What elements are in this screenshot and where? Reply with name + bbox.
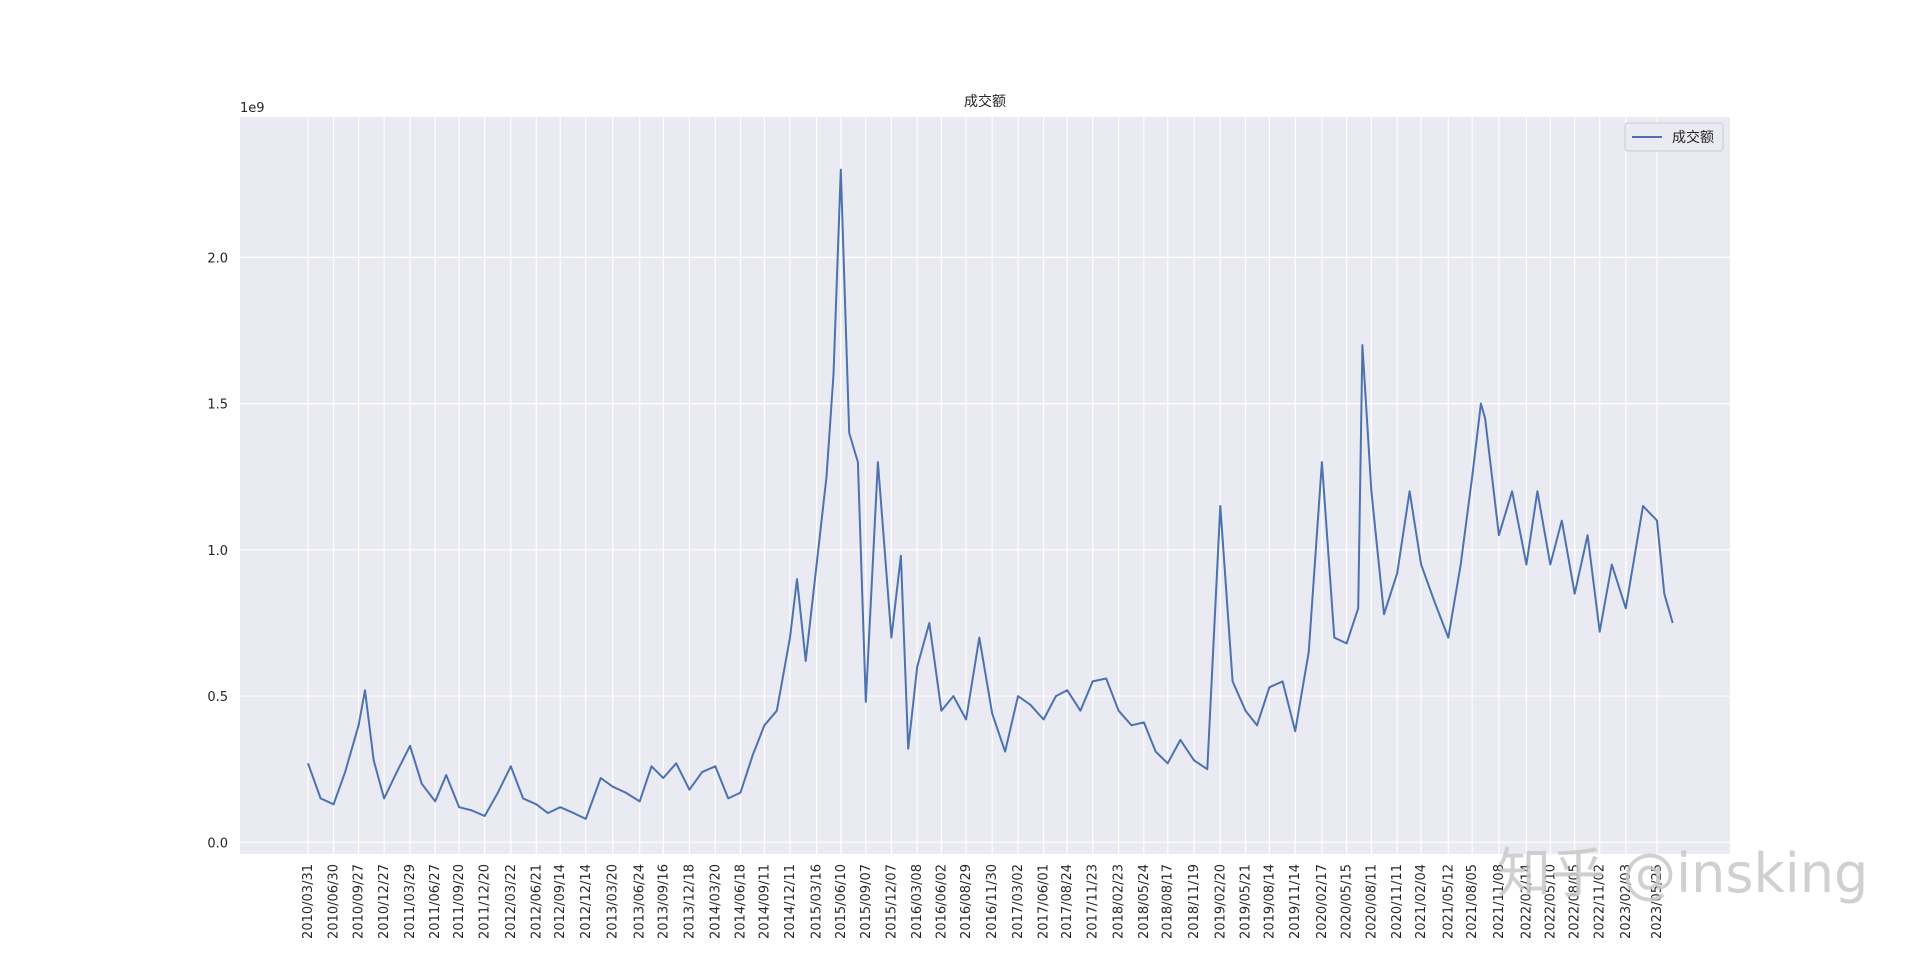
x-tick-label: 2010/03/31 xyxy=(301,864,316,939)
x-tick-label: 2016/03/08 xyxy=(910,864,925,939)
x-tick-label: 2013/03/20 xyxy=(606,864,621,939)
x-tick-label: 2015/12/07 xyxy=(884,864,899,939)
x-tick-label: 2020/11/11 xyxy=(1390,864,1405,939)
x-tick-label: 2014/06/18 xyxy=(734,864,749,939)
y-tick-label: 1.5 xyxy=(207,398,228,413)
x-gridlines xyxy=(307,117,1658,854)
x-tick-label: 2020/02/17 xyxy=(1315,864,1330,939)
y-gridlines xyxy=(240,256,1730,843)
x-tick-label: 2017/06/01 xyxy=(1037,864,1052,939)
x-tick-label: 2021/02/04 xyxy=(1414,864,1429,939)
x-tick-label: 2019/02/20 xyxy=(1213,864,1228,939)
x-tick-label: 2017/03/02 xyxy=(1011,864,1026,939)
x-tick-label: 2014/09/11 xyxy=(757,864,772,939)
x-tick-label: 2012/09/14 xyxy=(553,864,568,939)
x-tick-label: 2018/08/17 xyxy=(1161,864,1176,939)
x-tick-label: 2013/09/16 xyxy=(656,864,671,939)
y-tick-label: 1.0 xyxy=(207,544,228,559)
x-tick-label: 2017/08/24 xyxy=(1060,864,1075,939)
series-line xyxy=(307,168,1674,820)
x-tick-label: 2020/05/15 xyxy=(1340,864,1355,939)
x-tick-label: 2022/05/10 xyxy=(1543,864,1558,939)
y-tick-label: 2.0 xyxy=(207,251,228,266)
x-tick-label: 2015/06/10 xyxy=(834,864,849,939)
x-tick-label: 2010/06/30 xyxy=(327,864,342,939)
x-tick-label: 2016/11/30 xyxy=(985,864,1000,939)
x-tick-label: 2018/05/24 xyxy=(1137,864,1152,939)
x-tick-label: 2021/11/08 xyxy=(1492,864,1507,939)
legend-box xyxy=(1624,122,1724,152)
legend: 成交额 xyxy=(1624,122,1724,152)
x-tick-label: 2023/02/03 xyxy=(1619,864,1634,939)
x-tick-label: 2010/09/27 xyxy=(352,864,367,939)
y-tick-label: 0.0 xyxy=(207,836,228,851)
y-tick-labels: 0.0 0.5 1.0 1.5 2.0 xyxy=(207,251,228,851)
x-tick-label: 2019/08/14 xyxy=(1262,864,1277,939)
x-tick-label: 2011/09/20 xyxy=(452,864,467,939)
plot-area xyxy=(240,117,1730,854)
legend-label: 成交额 xyxy=(1672,129,1714,146)
x-tick-label: 2018/02/23 xyxy=(1112,864,1127,939)
x-tick-labels: 2010/03/31 2010/06/30 2010/09/27 2010/12/27… xyxy=(301,864,1665,939)
y-tick-label: 0.5 xyxy=(207,690,228,705)
y-offset-label: 1e9 xyxy=(240,101,265,116)
x-tick-label: 2017/11/23 xyxy=(1086,864,1101,939)
x-tick-label: 2022/08/05 xyxy=(1568,864,1583,939)
x-tick-label: 2014/12/11 xyxy=(783,864,798,939)
x-tick-label: 2018/11/19 xyxy=(1187,864,1202,939)
x-tick-label: 2019/11/14 xyxy=(1288,864,1303,939)
x-tick-label: 2016/06/02 xyxy=(934,864,949,939)
x-tick-label: 2016/08/29 xyxy=(959,864,974,939)
x-tick-label: 2014/03/20 xyxy=(708,864,723,939)
x-tick-label: 2015/03/16 xyxy=(810,864,825,939)
watermark: 知乎 @insking xyxy=(1497,842,1868,905)
x-tick-label: 2019/05/21 xyxy=(1239,864,1254,939)
chart-title: 成交额 xyxy=(964,93,1006,110)
x-tick-label: 2011/03/29 xyxy=(403,864,418,939)
x-tick-label: 2013/12/18 xyxy=(682,864,697,939)
x-tick-label: 2012/03/22 xyxy=(504,864,519,939)
x-tick-label: 2015/09/07 xyxy=(859,864,874,939)
x-tick-label: 2010/12/27 xyxy=(377,864,392,939)
x-tick-label: 2021/08/05 xyxy=(1465,864,1480,939)
x-tick-label: 2013/06/24 xyxy=(633,864,648,939)
series-layer xyxy=(307,168,1674,820)
x-tick-label: 2023/05/25 xyxy=(1650,864,1665,939)
x-tick-label: 2020/08/11 xyxy=(1364,864,1379,939)
x-tick-label: 2022/02/14 xyxy=(1519,864,1534,939)
x-tick-label: 2012/06/21 xyxy=(529,864,544,939)
x-tick-label: 2012/12/14 xyxy=(579,864,594,939)
x-tick-label: 2022/11/02 xyxy=(1593,864,1608,939)
x-tick-label: 2021/05/12 xyxy=(1441,864,1456,939)
x-tick-label: 2011/06/27 xyxy=(428,864,443,939)
x-tick-label: 2011/12/20 xyxy=(478,864,493,939)
